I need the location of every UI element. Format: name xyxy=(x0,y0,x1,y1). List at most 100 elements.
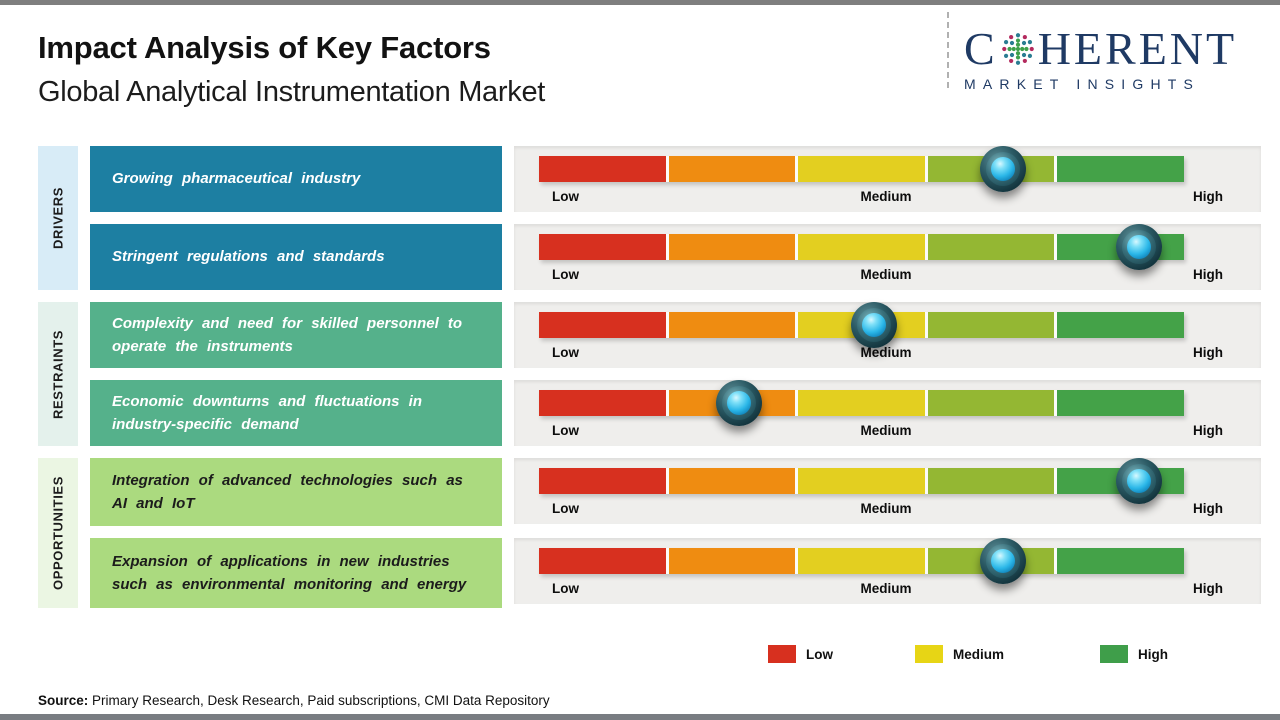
factor-box: Growing pharmaceutical industry xyxy=(90,146,502,212)
impact-level-marker xyxy=(851,302,898,348)
group-label-opportunities: OPPORTUNITIES xyxy=(38,458,78,608)
legend-item-medium: Medium xyxy=(915,645,1004,663)
scale-labels: Low Medium High xyxy=(539,501,1236,516)
impact-bar-segment xyxy=(1057,390,1184,416)
impact-bar-segment xyxy=(668,312,796,338)
impact-level-marker xyxy=(1115,458,1162,504)
impact-gradient-bar xyxy=(539,156,1184,182)
impact-bar-segment xyxy=(668,234,796,260)
scale-labels: Low Medium High xyxy=(539,423,1236,438)
impact-bar-segment xyxy=(539,390,666,416)
logo-tagline: MARKET INSIGHTS xyxy=(964,76,1201,92)
page-title: Impact Analysis of Key Factors xyxy=(38,30,491,65)
impact-bar-segment xyxy=(539,468,666,494)
impact-bar-segment xyxy=(798,234,925,260)
impact-bar-segment xyxy=(1057,312,1184,338)
impact-bar-segment xyxy=(798,390,925,416)
source-text: Primary Research, Desk Research, Paid su… xyxy=(88,693,550,708)
impact-level-marker xyxy=(1115,224,1162,270)
legend-swatch-high xyxy=(1100,645,1129,663)
scale-medium-label: Medium xyxy=(860,267,912,282)
factor-box: Complexity and need for skilled personne… xyxy=(90,302,502,368)
impact-bar-segment xyxy=(539,156,666,182)
group-label-restraints: RESTRAINTS xyxy=(38,302,78,446)
scale-labels: Low Medium High xyxy=(539,345,1236,360)
impact-bar-segment xyxy=(539,548,666,574)
impact-bar-segment xyxy=(798,468,925,494)
impact-scale-panel: Low Medium High xyxy=(514,224,1261,290)
scale-labels: Low Medium High xyxy=(539,189,1236,204)
impact-bar-segment xyxy=(927,234,1055,260)
impact-bar-segment xyxy=(927,390,1055,416)
impact-bar-segment xyxy=(1057,156,1184,182)
impact-gradient-bar xyxy=(539,234,1184,260)
impact-scale-panel: Low Medium High xyxy=(514,380,1261,446)
logo-divider-dashed-line xyxy=(947,12,949,88)
logo-wordmark: C HERENT xyxy=(964,26,1260,72)
scale-high-label: High xyxy=(1192,345,1223,360)
impact-level-marker xyxy=(980,538,1027,584)
impact-gradient-bar xyxy=(539,390,1184,416)
impact-bar-segment xyxy=(798,156,925,182)
factor-box: Expansion of applications in new industr… xyxy=(90,538,502,608)
logo-letter-c: C xyxy=(964,23,998,74)
impact-gradient-bar xyxy=(539,312,1184,338)
impact-gradient-bar xyxy=(539,468,1184,494)
top-divider-strip xyxy=(0,0,1280,5)
scale-high-label: High xyxy=(1192,501,1223,516)
impact-bar-segment xyxy=(668,468,796,494)
scale-high-label: High xyxy=(1192,423,1223,438)
logo-word-rest: HERENT xyxy=(1037,23,1238,74)
impact-gradient-bar xyxy=(539,548,1184,574)
scale-high-label: High xyxy=(1192,581,1223,596)
scale-medium-label: Medium xyxy=(860,189,912,204)
impact-bar-segment xyxy=(539,312,666,338)
legend-item-low: Low xyxy=(768,645,833,663)
source-line: Source: Primary Research, Desk Research,… xyxy=(38,693,550,708)
scale-low-label: Low xyxy=(552,501,579,516)
impact-bar-segment xyxy=(668,156,796,182)
scale-labels: Low Medium High xyxy=(539,267,1236,282)
scale-medium-label: Medium xyxy=(860,345,912,360)
scale-medium-label: Medium xyxy=(860,581,912,596)
legend-label-medium: Medium xyxy=(953,646,1005,662)
impact-scale-panel: Low Medium High xyxy=(514,458,1261,524)
dotted-globe-icon xyxy=(1001,33,1034,65)
impact-bar-segment xyxy=(927,468,1055,494)
impact-scale-panel: Low Medium High xyxy=(514,538,1261,604)
scale-high-label: High xyxy=(1192,267,1223,282)
scale-labels: Low Medium High xyxy=(539,581,1236,596)
scale-high-label: High xyxy=(1192,189,1223,204)
coherent-market-insights-logo: C HERENT MARKET INSIGHTS xyxy=(964,26,1260,93)
legend-swatch-low xyxy=(768,645,796,663)
legend-swatch-medium xyxy=(915,645,943,663)
impact-bar-segment xyxy=(798,548,925,574)
impact-rows: DRIVERS RESTRAINTS OPPORTUNITIES Growing ph… xyxy=(38,146,1261,608)
page-subtitle: Global Analytical Instrumentation Market xyxy=(38,76,546,108)
group-label-drivers: DRIVERS xyxy=(38,146,78,290)
header: Impact Analysis of Key Factors Global An… xyxy=(38,30,545,109)
legend-item-high: High xyxy=(1100,645,1168,663)
source-label: Source: xyxy=(38,693,89,708)
impact-scale-panel: Low Medium High xyxy=(514,302,1261,368)
legend-label-high: High xyxy=(1138,646,1169,662)
impact-level-marker xyxy=(980,146,1027,192)
scale-low-label: Low xyxy=(552,345,579,360)
impact-bar-segment xyxy=(927,312,1055,338)
impact-bar-segment xyxy=(539,234,666,260)
factor-box: Stringent regulations and standards xyxy=(90,224,502,290)
legend-label-low: Low xyxy=(806,646,833,662)
factor-box: Integration of advanced technologies suc… xyxy=(90,458,502,526)
bottom-divider-strip xyxy=(0,714,1280,720)
scale-low-label: Low xyxy=(552,189,579,204)
legend: Low Medium High xyxy=(768,645,1168,663)
scale-low-label: Low xyxy=(552,423,579,438)
impact-level-marker xyxy=(715,380,762,426)
factor-box: Economic downturns and fluctuations in i… xyxy=(90,380,502,446)
scale-medium-label: Medium xyxy=(860,423,912,438)
impact-scale-panel: Low Medium High xyxy=(514,146,1261,212)
impact-bar-segment xyxy=(1057,548,1184,574)
scale-medium-label: Medium xyxy=(860,501,912,516)
scale-low-label: Low xyxy=(552,267,579,282)
